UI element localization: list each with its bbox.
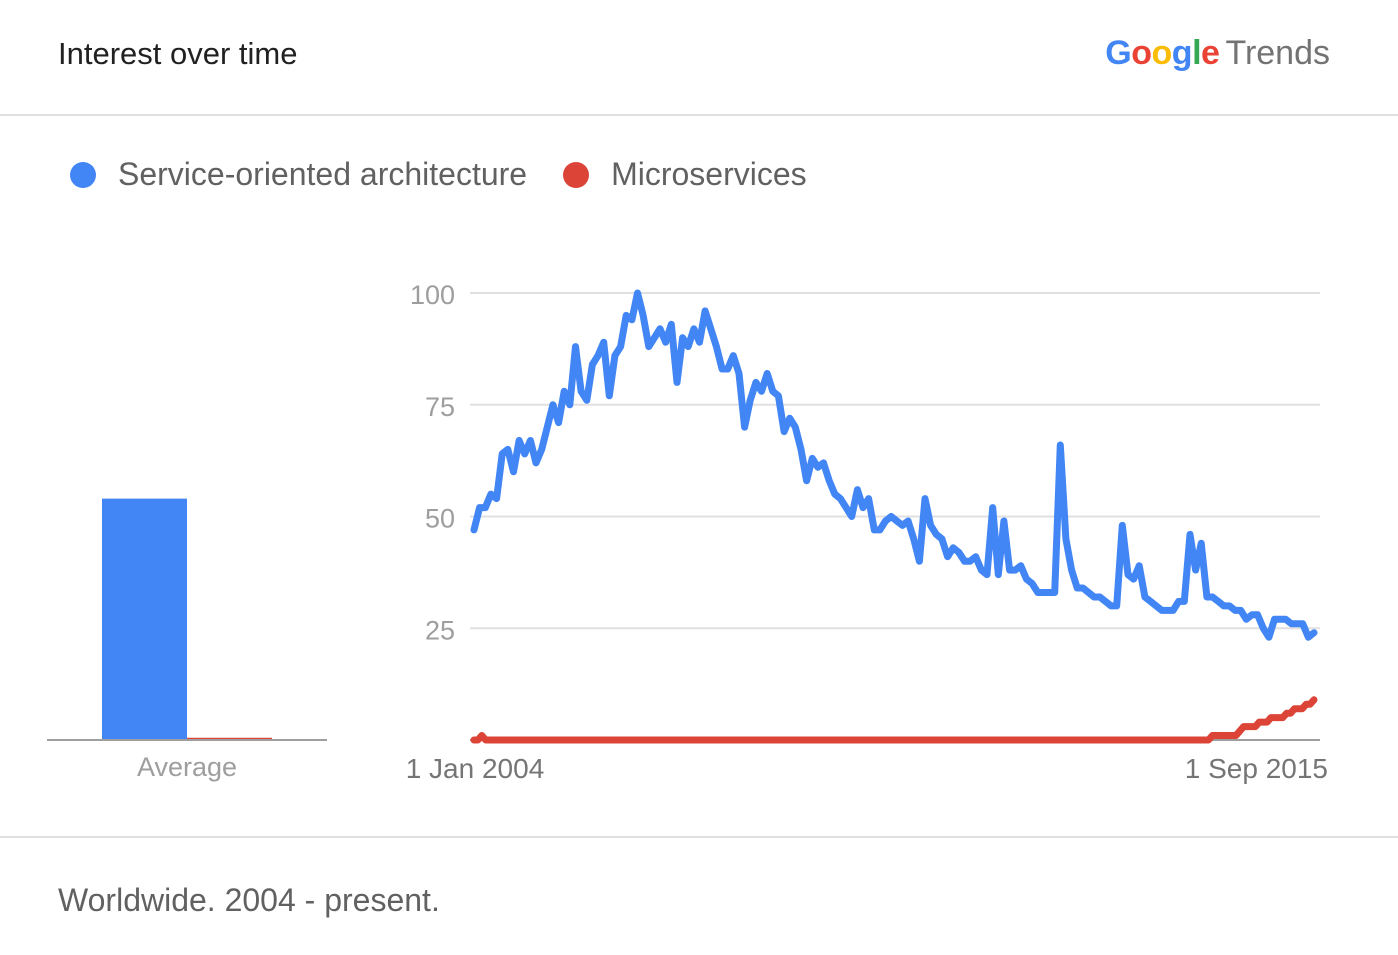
average-bar-0	[102, 498, 187, 740]
google-letter-4: l	[1192, 34, 1202, 72]
legend-label-microservices: Microservices	[611, 156, 807, 192]
x-tick-label-end: 1 Sep 2015	[1185, 753, 1328, 784]
chart-svg: 25 50 75 100 1 Jan 2004 1 Sep 2015 Average	[47, 280, 1328, 784]
y-tick-label-3: 100	[410, 280, 455, 310]
legend: Service-oriented architecture Microservi…	[70, 156, 843, 193]
series-line-0	[470, 289, 1318, 641]
google-letter-5: e	[1201, 34, 1220, 72]
google-letter-1: o	[1131, 34, 1152, 72]
google-letter-0: G	[1105, 34, 1132, 72]
x-tick-label-start: 1 Jan 2004	[406, 753, 545, 784]
legend-dot-soa	[70, 161, 96, 188]
header: Interest over time Google Trends	[0, 0, 1398, 116]
google-wordmark: Google	[1105, 34, 1220, 72]
google-letter-2: o	[1151, 34, 1173, 72]
legend-item-soa[interactable]: Service-oriented architecture	[70, 156, 527, 193]
footer-caption: Worldwide. 2004 - present.	[58, 882, 440, 918]
average-label: Average	[137, 752, 237, 782]
y-tick-label-1: 50	[425, 504, 455, 534]
legend-item-microservices[interactable]: Microservices	[563, 156, 807, 193]
average-bar-1	[187, 737, 272, 740]
chart-title: Interest over time	[58, 36, 298, 71]
y-tick-label-2: 75	[425, 392, 455, 422]
legend-label-soa: Service-oriented architecture	[118, 156, 528, 192]
footer-divider	[0, 836, 1398, 838]
google-letter-3: g	[1171, 34, 1193, 72]
series-line-1	[470, 696, 1318, 744]
legend-dot-microservices	[563, 161, 590, 188]
google-trends-logo[interactable]: Google Trends	[1105, 34, 1330, 73]
y-tick-label-0: 25	[425, 615, 455, 645]
trends-wordmark: Trends	[1225, 34, 1330, 72]
